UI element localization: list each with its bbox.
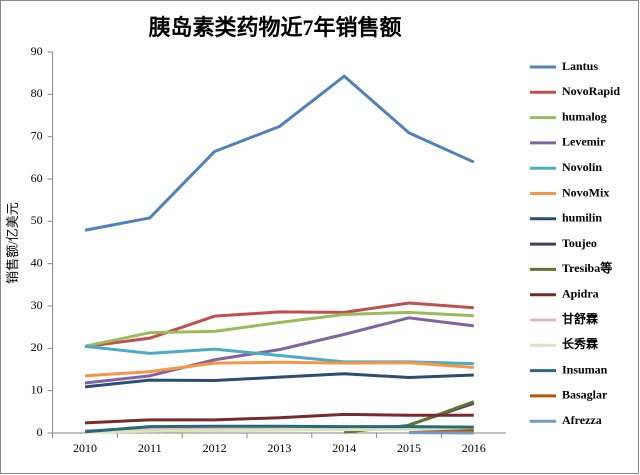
- legend-label: Tresiba等: [562, 260, 612, 275]
- y-tick-label: 10: [31, 382, 43, 396]
- legend-label: humalog: [562, 109, 607, 123]
- y-tick-label: 0: [37, 425, 43, 439]
- legend-label: Basaglar: [562, 388, 608, 402]
- y-tick-label: 20: [31, 340, 43, 354]
- legend-label: Lantus: [562, 59, 598, 73]
- legend-label: humilin: [562, 211, 602, 225]
- legend-label: 长秀霖: [562, 336, 598, 351]
- legend-label: 甘舒霖: [562, 311, 598, 326]
- y-tick-label: 80: [31, 86, 43, 100]
- series-line: [84, 412, 474, 425]
- chart-title: 胰岛素类药物近7年销售额: [148, 15, 401, 40]
- series-line: [84, 74, 475, 232]
- y-tick-label: 30: [31, 298, 43, 312]
- legend-label: Apidra: [562, 286, 599, 300]
- series-line: [84, 310, 474, 348]
- series-line: [84, 360, 474, 378]
- x-tick-label: 2012: [203, 441, 227, 455]
- x-tick-label: 2015: [397, 441, 421, 455]
- y-tick-label: 60: [31, 171, 43, 185]
- series-line: [84, 316, 474, 385]
- y-tick-label: 70: [31, 128, 43, 142]
- legend-label: Levemir: [562, 135, 606, 149]
- x-tick-label: 2010: [73, 441, 97, 455]
- y-tick-label: 90: [31, 44, 43, 58]
- y-tick-label: 40: [31, 255, 43, 269]
- y-tick-label: 50: [31, 213, 43, 227]
- x-tick-label: 2016: [462, 441, 486, 455]
- series-line: [84, 424, 474, 434]
- legend-label: NovoMix: [562, 185, 609, 199]
- series-line: [84, 372, 474, 389]
- legend-label: Novolin: [562, 160, 602, 174]
- legend-label: NovoRapid: [562, 84, 620, 98]
- legend-label: Toujeo: [562, 236, 597, 250]
- legend-label: Insuman: [562, 362, 608, 376]
- x-tick-label: 2011: [138, 441, 162, 455]
- legend-label: Afrezza: [562, 413, 602, 427]
- series-line: [84, 301, 474, 349]
- x-tick-label: 2013: [267, 441, 291, 455]
- y-axis-label: 销售额/亿美元: [5, 202, 20, 284]
- series-line: [84, 427, 474, 434]
- x-tick-label: 2014: [332, 441, 356, 455]
